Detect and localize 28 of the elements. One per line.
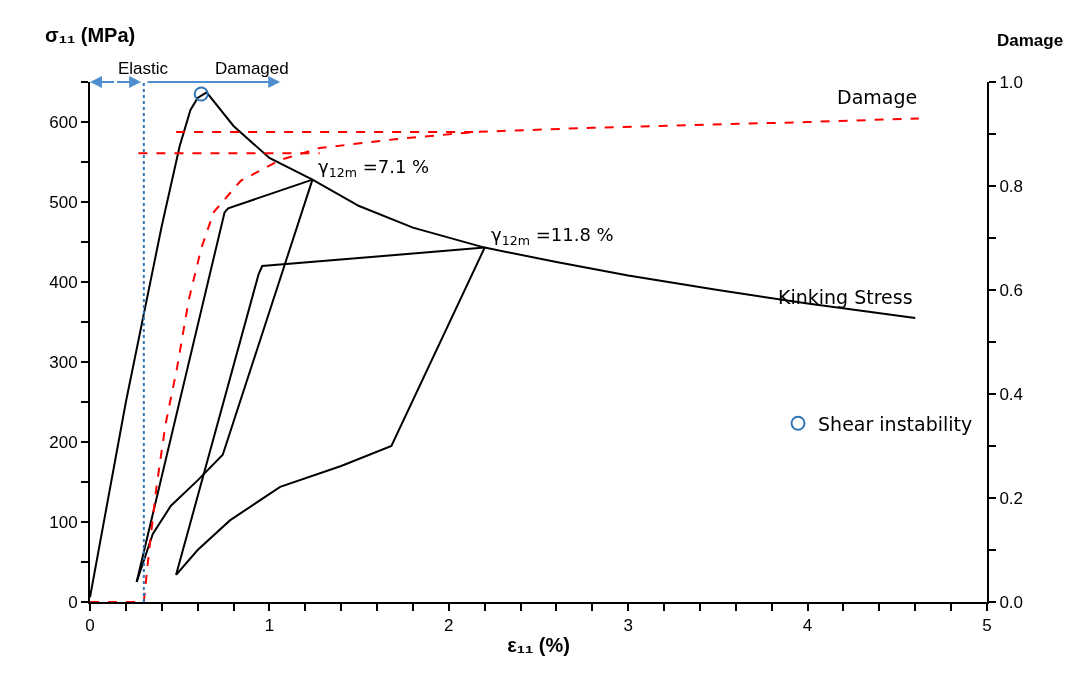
x-tick-label: 0	[85, 616, 95, 636]
y2-axis-title: Damage	[997, 31, 1064, 50]
text: Damaged	[215, 59, 289, 78]
y-tick-label: 500	[49, 192, 78, 212]
x-tick-label: 3	[623, 616, 633, 636]
x-tick-label: 4	[802, 616, 813, 636]
y-tick-label: 200	[49, 432, 78, 452]
y2-tick-label: 0.2	[999, 488, 1024, 508]
y-axis-title: σ₁₁ (MPa)	[45, 24, 136, 46]
legend-label: Shear instability	[818, 412, 973, 435]
annotation: γ$_{12m}$ =11.8 %	[491, 224, 614, 248]
x-axis-title: ε₁₁ (%)	[507, 634, 570, 657]
annotation: γ$_{12m}$ =7.1 %	[318, 156, 430, 180]
series-label: Damage	[837, 86, 918, 108]
y2-tick-label: 0.0	[999, 592, 1024, 612]
y-tick-label: 600	[49, 112, 78, 132]
x-tick-label: 5	[982, 616, 992, 636]
y-tick-label: 0	[68, 592, 78, 612]
x-tick-label: 1	[264, 616, 275, 636]
y-tick-label: 400	[49, 272, 78, 292]
x-tick-label: 2	[444, 616, 454, 636]
y-tick-label: 300	[49, 352, 78, 372]
y2-tick-label: 0.6	[999, 280, 1024, 300]
y2-tick-label: 0.8	[999, 176, 1024, 196]
y-tick-label: 100	[49, 512, 78, 532]
y2-tick-label: 1.0	[999, 72, 1024, 92]
y2-tick-label: 0.4	[999, 384, 1024, 404]
text: Elastic	[118, 59, 169, 78]
